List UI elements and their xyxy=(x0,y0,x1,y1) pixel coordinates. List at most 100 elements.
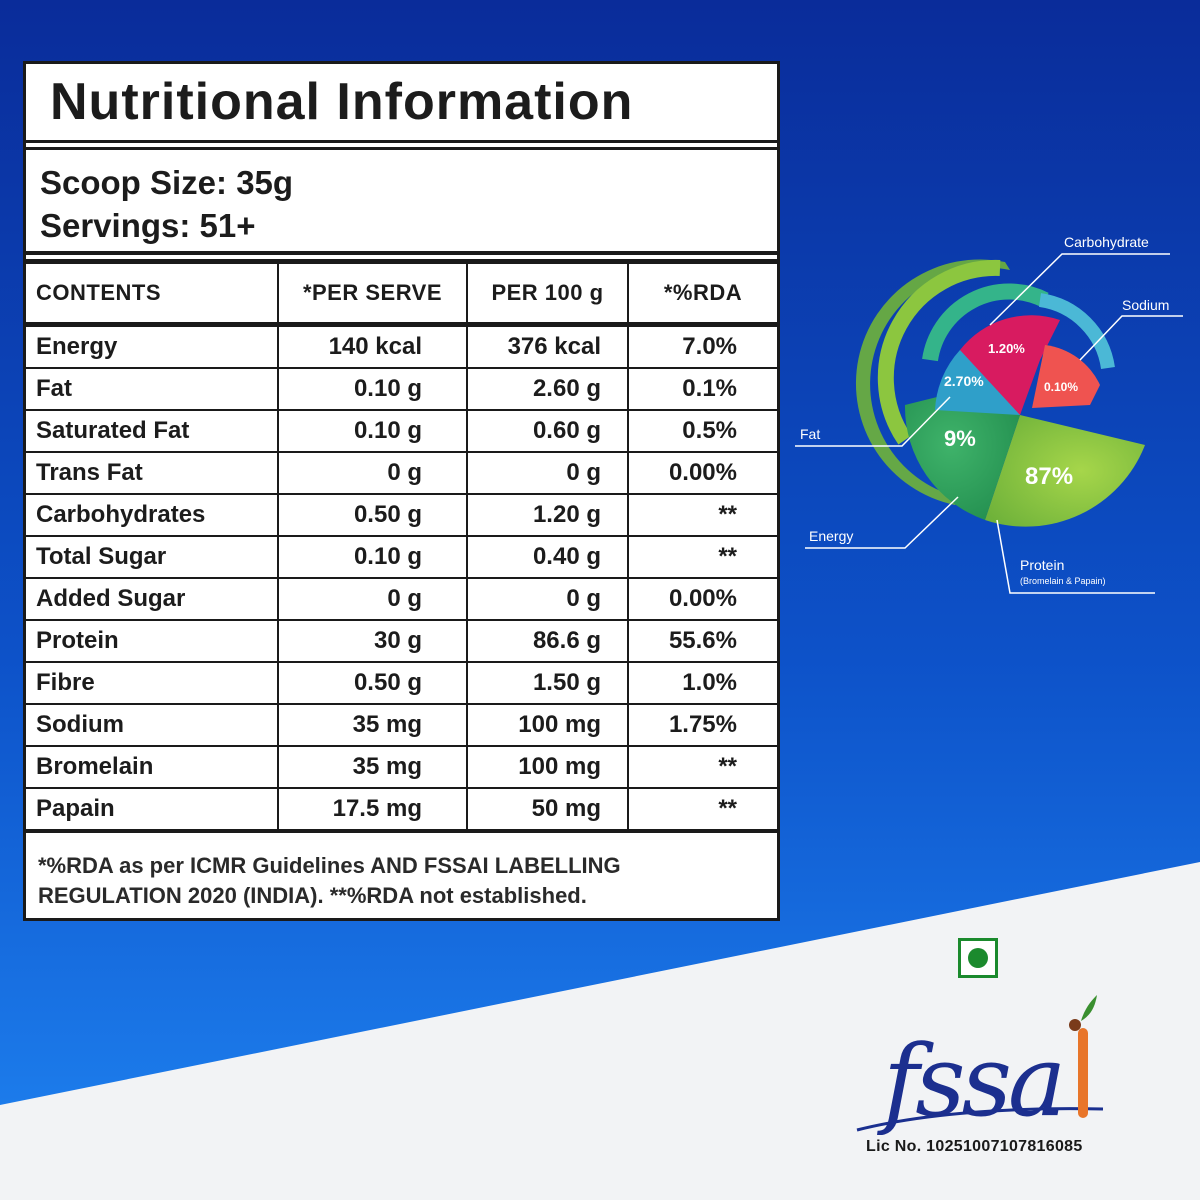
arc-decoration xyxy=(922,283,1049,362)
nutrient-name: Fibre xyxy=(26,661,279,705)
nutrient-name: Added Sugar xyxy=(26,577,279,621)
rda-value: ** xyxy=(627,493,777,537)
arc-decoration xyxy=(1038,293,1115,370)
value-energy: 9% xyxy=(944,426,976,451)
table-row: Protein 30 g 86.6 g 55.6% xyxy=(26,619,777,663)
per-100g-value: 100 mg xyxy=(466,703,629,747)
nutrient-name: Sodium xyxy=(26,703,279,747)
nutrition-table: CONTENTS *PER SERVE PER 100 g *%RDA Ener… xyxy=(26,262,777,833)
leader-line xyxy=(996,519,1155,594)
value-sodium: 0.10% xyxy=(1044,380,1078,394)
per-serve-value: 0.10 g xyxy=(277,409,468,453)
per-100g-value: 2.60 g xyxy=(466,367,629,411)
rda-value: 7.0% xyxy=(627,323,777,369)
nutrition-panel: Nutritional Information Scoop Size: 35g … xyxy=(23,61,780,921)
per-100g-value: 50 mg xyxy=(466,787,629,833)
rda-value: 0.00% xyxy=(627,577,777,621)
rda-value: ** xyxy=(627,535,777,579)
nutrient-name: Protein xyxy=(26,619,279,663)
table-row: Saturated Fat 0.10 g 0.60 g 0.5% xyxy=(26,409,777,453)
table-row: Bromelain 35 mg 100 mg ** xyxy=(26,745,777,789)
nutrient-name: Carbohydrates xyxy=(26,493,279,537)
header-contents: CONTENTS xyxy=(26,262,279,326)
rda-value: 0.5% xyxy=(627,409,777,453)
label-fat: Fat xyxy=(800,426,820,442)
rda-value: 0.1% xyxy=(627,367,777,411)
divider xyxy=(26,255,777,262)
label-energy: Energy xyxy=(809,528,853,544)
pie-slice-protein xyxy=(985,415,1145,527)
per-100g-value: 0 g xyxy=(466,577,629,621)
per-100g-value: 0.40 g xyxy=(466,535,629,579)
label-sodium: Sodium xyxy=(1122,297,1169,313)
arc-decoration xyxy=(877,259,1001,445)
bottom-band xyxy=(0,862,1200,1200)
per-serve-value: 0.10 g xyxy=(277,367,468,411)
fssai-logo: fssa xyxy=(856,995,1104,1135)
header-rda: *%RDA xyxy=(627,262,777,326)
per-serve-value: 0 g xyxy=(277,451,468,495)
pie-slice-sodium xyxy=(1032,345,1100,408)
rda-value: 55.6% xyxy=(627,619,777,663)
rda-value: 0.00% xyxy=(627,451,777,495)
serving-info: Scoop Size: 35g Servings: 51+ xyxy=(26,150,777,255)
header-per-100g: PER 100 g xyxy=(466,262,629,326)
panel-title: Nutritional Information xyxy=(26,64,777,143)
leader-line xyxy=(989,253,1170,326)
per-serve-value: 0.10 g xyxy=(277,535,468,579)
value-carbohydrate: 1.20% xyxy=(988,341,1025,356)
nutrition-rows: Energy 140 kcal 376 kcal 7.0% Fat 0.10 g 2.60 … xyxy=(26,323,777,833)
footnote: *%RDA as per ICMR Guidelines AND FSSAI L… xyxy=(26,833,777,911)
nutrient-name: Total Sugar xyxy=(26,535,279,579)
nutrient-name: Papain xyxy=(26,787,279,833)
table-header-row: CONTENTS *PER SERVE PER 100 g *%RDA xyxy=(26,262,777,326)
scoop-size: Scoop Size: 35g xyxy=(40,164,294,201)
value-fat: 2.70% xyxy=(944,373,984,389)
license-number: Lic No. 10251007107816085 xyxy=(866,1138,1083,1155)
label-protein-sub: (Bromelain & Papain) xyxy=(1020,576,1106,586)
nutrient-pie-graphic: 1.20% 0.10% 2.70% 9% 87% Carbohydrate So… xyxy=(795,234,1183,594)
value-protein: 87% xyxy=(1025,463,1073,490)
svg-text:fssa: fssa xyxy=(876,1025,1062,1135)
table-row: Carbohydrates 0.50 g 1.20 g ** xyxy=(26,493,777,537)
nutrient-name: Saturated Fat xyxy=(26,409,279,453)
per-serve-value: 35 mg xyxy=(277,703,468,747)
footnote-line: REGULATION 2020 (INDIA). **%RDA not esta… xyxy=(38,883,587,908)
rda-value: ** xyxy=(627,787,777,833)
table-row: Total Sugar 0.10 g 0.40 g ** xyxy=(26,535,777,579)
per-serve-value: 30 g xyxy=(277,619,468,663)
divider xyxy=(26,143,777,150)
veg-mark-icon xyxy=(958,938,998,978)
rda-value: 1.75% xyxy=(627,703,777,747)
nutrient-name: Energy xyxy=(26,323,279,369)
per-serve-value: 0 g xyxy=(277,577,468,621)
per-serve-value: 0.50 g xyxy=(277,493,468,537)
leader-line xyxy=(805,496,959,549)
label-carbohydrate: Carbohydrate xyxy=(1064,234,1149,250)
table-row: Energy 140 kcal 376 kcal 7.0% xyxy=(26,323,777,369)
table-row: Papain 17.5 mg 50 mg ** xyxy=(26,787,777,833)
per-serve-value: 17.5 mg xyxy=(277,787,468,833)
header-per-serve: *PER SERVE xyxy=(277,262,468,326)
nutrient-name: Fat xyxy=(26,367,279,411)
per-serve-value: 140 kcal xyxy=(277,323,468,369)
nutrient-name: Trans Fat xyxy=(26,451,279,495)
per-100g-value: 1.50 g xyxy=(466,661,629,705)
footnote-line: *%RDA as per ICMR Guidelines AND FSSAI L… xyxy=(38,853,621,878)
leader-line xyxy=(795,396,951,447)
per-serve-value: 35 mg xyxy=(277,745,468,789)
rda-value: ** xyxy=(627,745,777,789)
nutrient-name: Bromelain xyxy=(26,745,279,789)
rda-value: 1.0% xyxy=(627,661,777,705)
label-protein: Protein xyxy=(1020,557,1064,573)
per-100g-value: 376 kcal xyxy=(466,323,629,369)
per-100g-value: 0 g xyxy=(466,451,629,495)
table-row: Sodium 35 mg 100 mg 1.75% xyxy=(26,703,777,747)
pie-slice-energy xyxy=(904,395,1020,520)
per-100g-value: 86.6 g xyxy=(466,619,629,663)
pie-slice-carbohydrate xyxy=(960,315,1060,415)
table-row: Fat 0.10 g 2.60 g 0.1% xyxy=(26,367,777,411)
per-100g-value: 0.60 g xyxy=(466,409,629,453)
